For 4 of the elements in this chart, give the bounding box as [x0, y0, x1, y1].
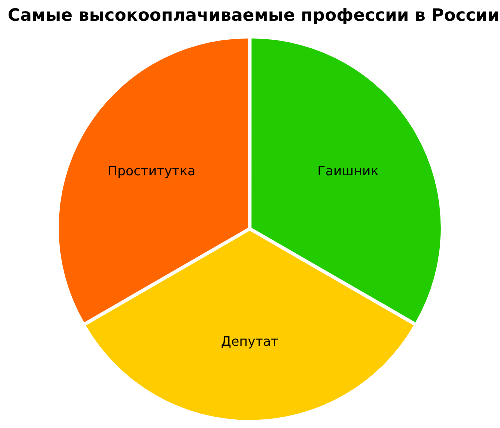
slice-label: Депутат [221, 334, 280, 350]
chart-title: Самые высокооплачиваемые профессии в России [7, 5, 500, 28]
slice-label: Гаишник [318, 164, 379, 180]
slice-label: Проститутка [108, 164, 196, 180]
